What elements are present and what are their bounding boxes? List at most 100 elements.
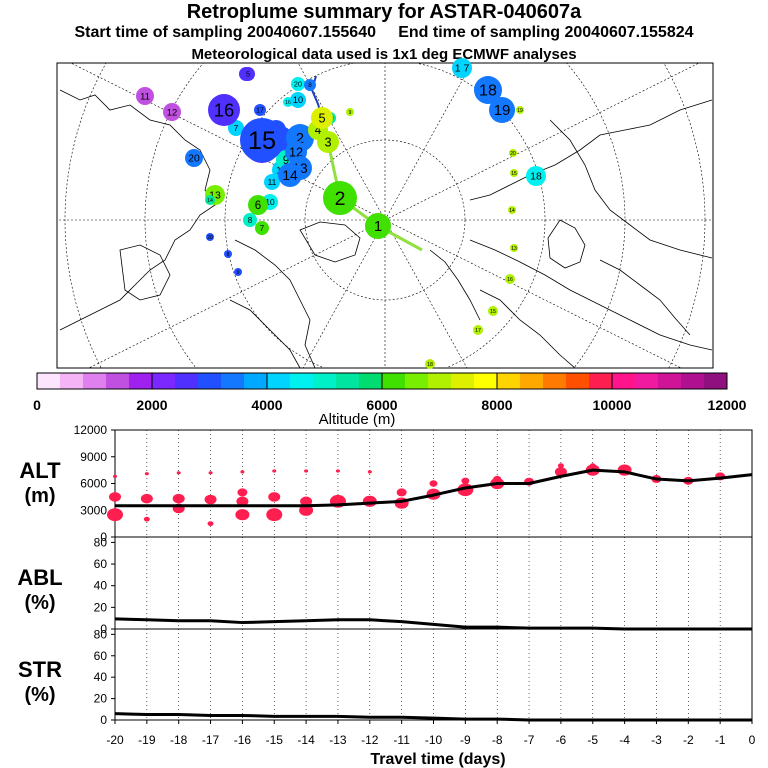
- colorbar-segment: [244, 373, 268, 389]
- panel-label-bottom: (%): [24, 592, 55, 614]
- plume-spread-dot: [516, 106, 524, 114]
- plume-centroid-dot: [255, 221, 269, 235]
- alt-scatter-point: [266, 508, 283, 522]
- panel-ytick-label: 20: [94, 600, 108, 614]
- plume-spread-marker: 13: [510, 244, 518, 252]
- plume-centroid-marker: 1: [365, 213, 391, 239]
- plume-spread-marker: 17: [473, 325, 483, 335]
- x-tick-label: -6: [556, 733, 567, 747]
- x-tick-label: -18: [170, 733, 188, 747]
- colorbar-segment: [198, 373, 222, 389]
- panel-label-bottom: (m): [24, 485, 55, 507]
- plume-centroid-marker: 10: [290, 92, 306, 108]
- plume-spread-label: 7: [234, 123, 239, 133]
- plume-spread-marker: 5: [241, 67, 255, 81]
- panel-ytick-label: 40: [94, 670, 108, 684]
- plume-spread-marker: 18: [526, 166, 546, 186]
- panel-ytick-label: 60: [94, 557, 108, 571]
- colorbar-segment: [589, 373, 613, 389]
- x-tick-label: -8: [492, 733, 503, 747]
- x-tick-label: -11: [393, 733, 410, 747]
- plume-spread-dot: [205, 195, 215, 205]
- plume-spread-label: 14: [509, 208, 515, 214]
- colorbar-segment: [106, 373, 130, 389]
- plume-spread-label: 11: [140, 91, 150, 102]
- plume-spread-marker: 8: [304, 79, 316, 91]
- plume-spread-marker: 11: [136, 87, 154, 105]
- panel-ytick-label: 20: [94, 692, 108, 706]
- colorbar-segment: [681, 373, 705, 389]
- alt-scatter-point: [268, 492, 281, 502]
- plume-spread-marker: 1 7: [452, 58, 472, 78]
- alt-scatter-point: [235, 509, 250, 521]
- plume-spread-dot: [526, 166, 546, 186]
- x-tick-label: -3: [651, 733, 662, 747]
- plume-centroid-label: 4: [315, 125, 322, 137]
- plume-centroid-dot: [240, 118, 284, 162]
- plume-spread-label: 8: [227, 252, 230, 258]
- colorbar-tick-label: 2000: [136, 397, 167, 413]
- plume-spread-label: 2: [296, 131, 304, 147]
- x-tick-label: -7: [524, 733, 535, 747]
- plume-spread-marker: 14: [508, 206, 516, 214]
- chart-subtitle-met: Meteorological data used is 1x1 deg ECMW…: [191, 46, 577, 63]
- alt-scatter-point: [208, 471, 213, 475]
- plume-centroid-label: 9: [283, 155, 289, 167]
- plume-centroid-dot: [278, 163, 302, 187]
- plume-centroid-label: 3: [324, 135, 331, 149]
- plume-centroid-marker: 5: [311, 107, 333, 129]
- alt-scatter-point: [461, 477, 470, 485]
- plume-centroid-marker: 6: [248, 195, 268, 215]
- plume-centroid-label: 8: [248, 216, 253, 225]
- panel-ytick-label: 0: [100, 622, 107, 636]
- alt-scatter-point: [557, 463, 564, 469]
- panel-frame: [114, 628, 753, 721]
- panel-ytick-label: 80: [94, 535, 108, 549]
- plume-spread-dot: [291, 77, 305, 91]
- plume-spread-dot: [505, 274, 515, 284]
- plume-spread-label: 10: [265, 197, 275, 207]
- x-tick-label: -1: [715, 733, 726, 747]
- plume-spread-dot: [304, 79, 316, 91]
- plume-spread-label: 9: [349, 110, 352, 116]
- plume-centroid-dot: [248, 195, 268, 215]
- polar-map: 1 71819191820151413161517181920168910111…: [56, 58, 714, 369]
- colorbar-segment: [405, 373, 429, 389]
- panel-ytick-label: 3000: [80, 503, 107, 517]
- panel-ytick-label: 80: [94, 627, 108, 641]
- plume-spread-label: 18: [427, 362, 433, 368]
- x-axis: -20 -19 -18 -17 -16 -15 -14 -13 -12 -11 -10 -9 -8 -7-…: [106, 720, 756, 768]
- colorbar-segment: [221, 373, 245, 389]
- plume-centroid-marker: 19: [489, 97, 515, 123]
- colorbar-segment: [37, 373, 61, 389]
- colorbar-tick-label: 10000: [593, 397, 632, 413]
- panel-label-top: ALT: [19, 458, 61, 483]
- panel-mean-line: [114, 617, 752, 631]
- plume-spread-dot: [234, 268, 242, 276]
- plume-spread-dot: [346, 108, 354, 116]
- start-time-label: Start time of sampling: [74, 24, 243, 41]
- plume-centroid-marker: 16: [208, 94, 240, 126]
- plume-centroid-marker: 2: [323, 181, 357, 215]
- alt-scatter-point: [143, 516, 150, 522]
- plume-spread-dot: [228, 120, 244, 136]
- x-tick-label: -2: [683, 733, 694, 747]
- alt-scatter-point: [362, 495, 377, 507]
- colorbar-segment: [175, 373, 199, 389]
- plume-markers: 1 71819191820151413161517181920168910111…: [136, 58, 546, 369]
- x-tick-label: -5: [587, 733, 598, 747]
- plume-centroid-dot: [185, 149, 203, 167]
- plume-centroid-label: 12: [289, 145, 303, 159]
- colorbar-segment: [382, 373, 406, 389]
- panel-mean-line: [115, 468, 753, 508]
- panel-ytick-label: 0: [100, 713, 107, 727]
- panel-ytick-label: 6000: [80, 477, 107, 491]
- plume-centroid-marker: 8: [243, 213, 257, 227]
- end-time-label: End time of sampling: [398, 24, 561, 41]
- plume-centroid-label: 18: [479, 82, 497, 100]
- x-tick-label: -17: [202, 733, 220, 747]
- colorbar-segment: [129, 373, 153, 389]
- colorbar-segment: [497, 373, 521, 389]
- colorbar-tick-label: 6000: [366, 397, 397, 413]
- alt-scatter-point: [113, 474, 117, 478]
